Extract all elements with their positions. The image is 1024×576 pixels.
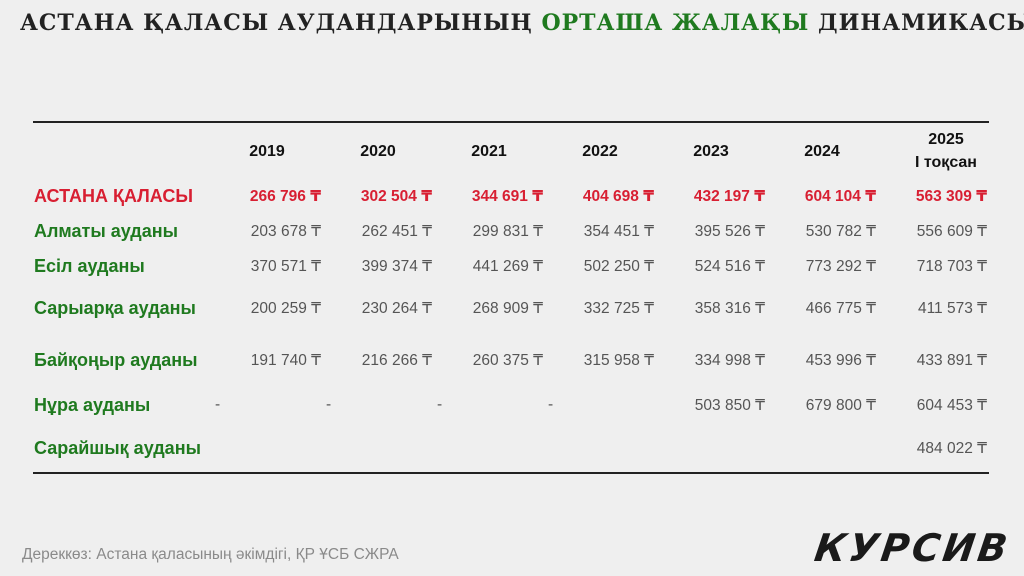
table-cell: 411 573 ₸ [917,300,987,317]
table-cell: 399 374 ₸ [361,258,432,275]
table-cell: 466 775 ₸ [805,300,876,317]
table-cell: 344 691 ₸ [471,188,543,205]
column-header-2021: 2021 [471,143,507,160]
table-cell: 260 375 ₸ [472,352,543,369]
page-title: АСТАНА ҚАЛАСЫ АУДАНДАРЫНЫҢ ОРТАША ЖАЛАҚЫ… [20,10,1024,36]
table-cell: 563 309 ₸ [915,188,987,205]
table-cell: 370 571 ₸ [250,258,321,275]
table-cell: 230 264 ₸ [361,300,432,317]
table-cell: 604 104 ₸ [804,188,876,205]
table-cell: 433 891 ₸ [916,352,987,369]
table-bottom-rule [33,472,989,474]
table-cell: 718 703 ₸ [916,258,987,275]
source-note: Дереккөз: Астана қаласының әкімдігі, ҚР … [22,546,399,563]
row-label: Алматы ауданы [34,221,178,241]
table-top-rule [33,121,989,123]
table-cell: 216 266 ₸ [361,352,432,369]
column-subheader-2025: І тоқсан [915,154,977,171]
table-cell: - [326,396,332,413]
table-cell: 524 516 ₸ [694,258,765,275]
row-label: Сарыарқа ауданы [34,298,196,318]
column-header-2024: 2024 [804,143,840,160]
title-accent: ОРТАША ЖАЛАҚЫ [541,10,810,36]
row-label: Есіл ауданы [34,256,145,276]
table-cell: 503 850 ₸ [694,397,765,414]
table-cell: 262 451 ₸ [361,223,432,240]
table-cell: 203 678 ₸ [250,223,321,240]
table-cell: 453 996 ₸ [805,352,876,369]
table-cell: 441 269 ₸ [472,258,543,275]
row-label: АСТАНА ҚАЛАСЫ [34,186,193,206]
table-cell: 358 316 ₸ [694,300,765,317]
kursiv-logo: КУРСИВ [812,526,1014,570]
table-cell: 332 725 ₸ [583,300,654,317]
table-cell: 604 453 ₸ [916,397,987,414]
table-cell: 530 782 ₸ [805,223,876,240]
column-header-2019: 2019 [249,143,285,160]
table-cell: 354 451 ₸ [583,223,654,240]
table-cell: 268 909 ₸ [472,300,543,317]
table-cell: 315 958 ₸ [583,352,654,369]
table-cell: 679 800 ₸ [805,397,876,414]
table-cell: 484 022 ₸ [916,440,987,457]
table-cell: - [437,396,443,413]
row-label: Нұра ауданы [34,395,151,415]
table-cell: - [548,396,554,413]
table-cell: - [215,396,221,413]
table-cell: 191 740 ₸ [250,352,321,369]
table-cell: 432 197 ₸ [693,188,765,205]
title-part1: АСТАНА ҚАЛАСЫ АУДАНДАРЫНЫҢ [20,10,533,36]
table-cell: 556 609 ₸ [916,223,987,240]
table-cell: 302 504 ₸ [360,188,432,205]
column-header-2025: 2025 [928,131,964,148]
table-cell: 502 250 ₸ [583,258,654,275]
table-cell: 299 831 ₸ [472,223,543,240]
table-cell: 773 292 ₸ [805,258,876,275]
column-header-2023: 2023 [693,143,729,160]
table-cell: 266 796 ₸ [249,188,321,205]
column-header-2022: 2022 [582,143,618,160]
table-cell: 404 698 ₸ [582,188,654,205]
table-cell: 200 259 ₸ [250,300,321,317]
row-label: Байқоңыр ауданы [34,350,198,370]
table-cell: 395 526 ₸ [694,223,765,240]
column-header-2020: 2020 [360,143,396,160]
title-part2: ДИНАМИКАСЫ [818,10,1024,36]
row-label: Сарайшық ауданы [34,438,201,458]
table-cell: 334 998 ₸ [694,352,765,369]
